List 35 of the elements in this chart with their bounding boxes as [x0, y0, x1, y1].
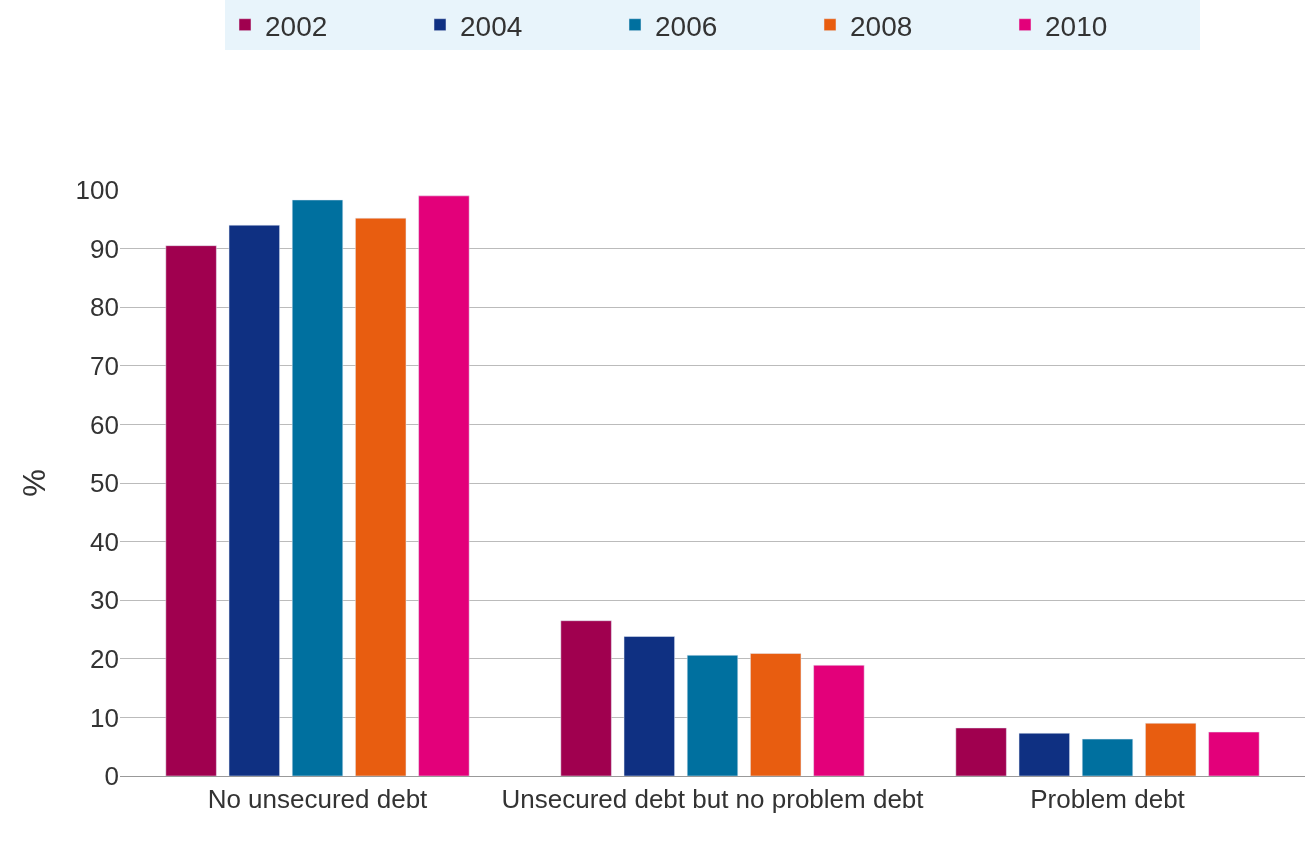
y-tick-label: 20 — [90, 643, 119, 674]
legend-label: 2002 — [265, 10, 328, 42]
bar — [1081, 738, 1134, 776]
legend-label: 2008 — [850, 10, 913, 42]
bar — [228, 224, 280, 776]
bar — [813, 665, 865, 776]
legend-label: 2004 — [460, 10, 523, 42]
y-tick-label: 100 — [75, 175, 119, 206]
bar — [955, 727, 1007, 776]
y-tick-label: 40 — [90, 526, 119, 557]
bar — [355, 217, 407, 776]
legend-label: 2006 — [655, 10, 718, 42]
x-tick-label: No unsecured debt — [207, 784, 429, 815]
y-tick-label: 10 — [90, 702, 119, 733]
y-axis-title: % — [17, 469, 53, 497]
x-tick-label: Problem debt — [1030, 784, 1186, 815]
y-tick-label: 0 — [104, 761, 119, 792]
y-tick-label: 30 — [90, 585, 119, 616]
bar — [291, 199, 344, 776]
bar — [560, 620, 612, 776]
y-tick-label: 70 — [90, 350, 119, 381]
bar — [1208, 731, 1260, 776]
bar — [686, 655, 739, 776]
bar — [165, 245, 217, 776]
y-tick-label: 60 — [90, 409, 119, 440]
bar — [1145, 723, 1197, 776]
bar — [750, 653, 802, 776]
y-tick-label: 80 — [90, 292, 119, 323]
bar — [418, 195, 470, 776]
bar — [623, 636, 675, 776]
x-tick-label: Unsecured debt but no problem debt — [501, 784, 925, 815]
bar — [1018, 732, 1070, 776]
y-tick-label: 90 — [90, 233, 119, 264]
y-tick-label: 50 — [90, 468, 119, 499]
legend-label: 2010 — [1045, 10, 1108, 42]
